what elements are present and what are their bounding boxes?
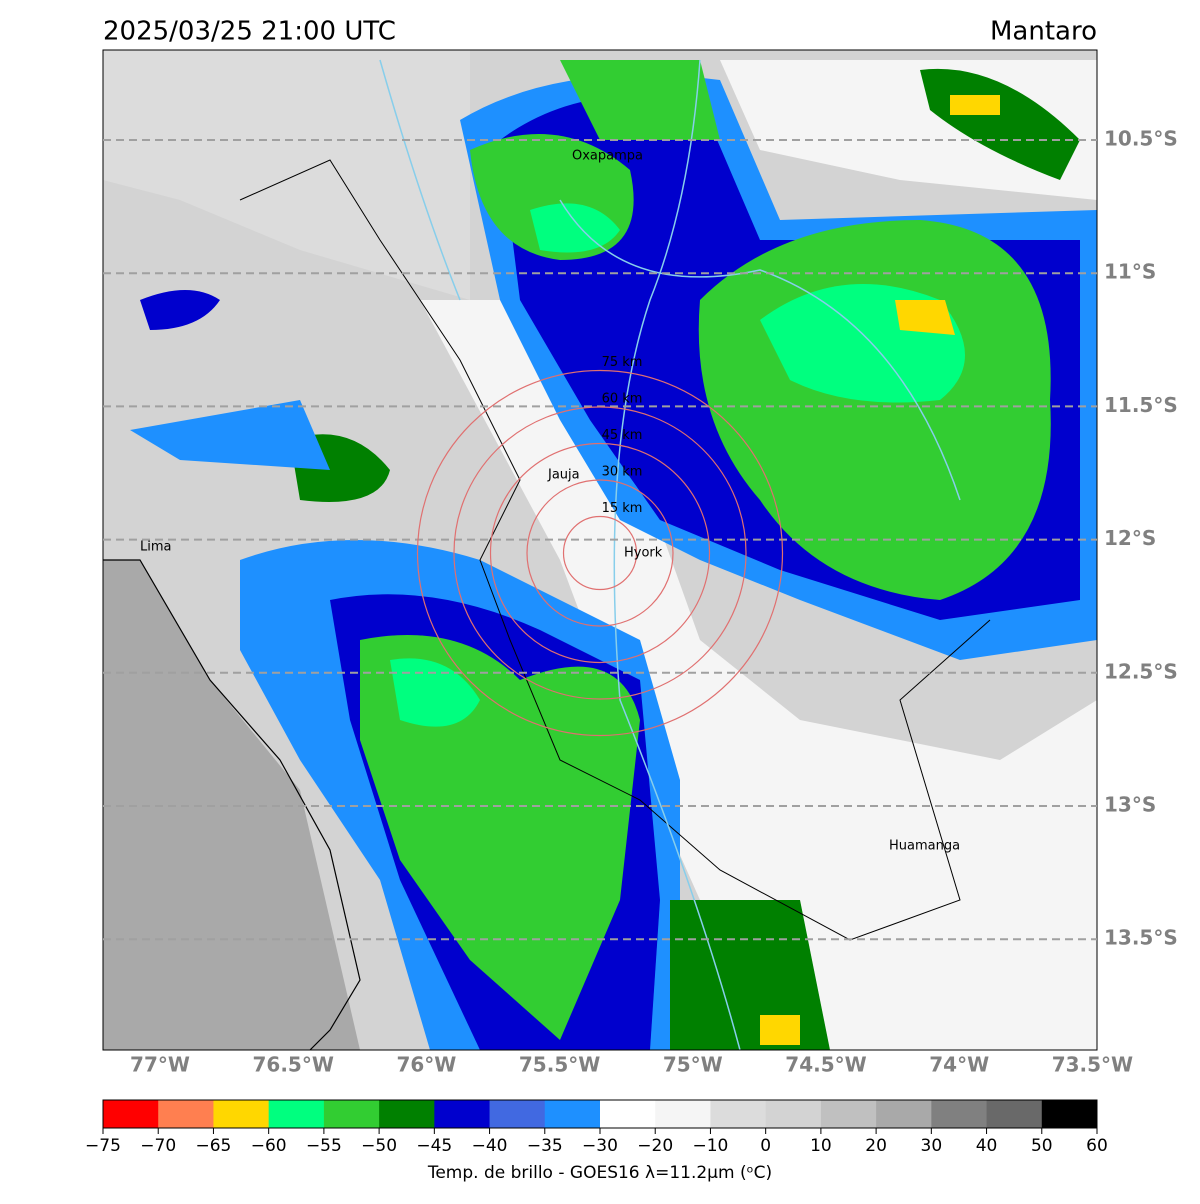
colorbar-tick-label: −75 [85,1136,121,1156]
colorbar-segment [213,1100,270,1128]
lat-label: 13.5°S [1104,926,1178,950]
lon-label: 75.5°W [519,1053,600,1077]
ring-label: 75 km [602,355,643,370]
region-title: Mantaro [990,17,1097,47]
map-frame [102,49,1098,1051]
lat-label: 11.5°S [1104,393,1178,417]
colorbar-segment [434,1100,491,1128]
place-label: Jauja [547,468,580,483]
place-label: Hyork [624,546,663,561]
satellite-image [103,50,1097,1050]
lat-label: 11°S [1104,260,1156,284]
colorbar-tick-label: −70 [140,1136,176,1156]
overlay: 10.5°S 11°S 11.5°S 12°S 12.5°S 13°S 13.5°S 77°W… [85,127,1178,1184]
lon-label: 74.5°W [785,1053,866,1077]
colorbar-tick-label: 40 [976,1136,998,1156]
colorbar-tick-label: 20 [865,1136,887,1156]
lon-label: 75°W [663,1053,723,1077]
colorbar-tick-label: −35 [527,1136,563,1156]
lon-label: 73.5°W [1052,1053,1133,1077]
range-ring [526,479,674,627]
colorbar-segment [103,1100,159,1128]
range-ring [416,369,784,737]
colorbar-tick-label: −30 [582,1136,618,1156]
place-label: Huamanga [889,839,960,854]
lon-label: 74°W [929,1053,989,1077]
place-label: Oxapampa [572,149,643,164]
colorbar-tick-label: −45 [416,1136,452,1156]
ring-label: 30 km [602,465,643,480]
colorbar-tick-label: 10 [810,1136,832,1156]
colorbar-tick-label: −50 [361,1136,397,1156]
colorbar-segment [765,1100,822,1128]
colorbar-tick-label: −60 [251,1136,287,1156]
ring-label: 45 km [602,428,643,443]
colorbar-label: Temp. de brillo - GOES16 λ=11.2μm (ᵒC) [427,1163,772,1183]
title: 2025/03/25 21:00 UTC [103,17,396,47]
colorbar-segment [489,1100,546,1128]
colorbar-segment [820,1100,877,1128]
lat-label: 12°S [1104,526,1156,550]
lat-label: 12.5°S [1104,659,1178,683]
ring-label: 60 km [602,392,643,407]
colorbar-segment [1041,1100,1098,1128]
range-ring [489,442,711,664]
place-label: Lima [140,540,171,555]
colorbar-tick-label: −20 [637,1136,673,1156]
colorbar-segment [655,1100,711,1128]
colorbar-segment [158,1100,214,1128]
lat-label: 10.5°S [1104,127,1178,151]
colorbar-segment [544,1100,601,1128]
range-ring [562,515,638,591]
colorbar-tick-label: −55 [306,1136,342,1156]
colorbar-tick-label: 0 [760,1136,771,1156]
lon-label: 77°W [130,1053,190,1077]
colorbar-segment [600,1100,656,1128]
colorbar-segment [268,1100,325,1128]
colorbar-segment [986,1100,1043,1128]
colorbar-segment [931,1100,988,1128]
colorbar-tick-label: −40 [472,1136,508,1156]
colorbar-tick-label: −10 [692,1136,728,1156]
lon-label: 76.5°W [252,1053,333,1077]
colorbar-tick-label: −65 [195,1136,231,1156]
colorbar-tick-label: 50 [1031,1136,1053,1156]
colorbar-segment [379,1100,435,1128]
ring-label: 15 km [602,501,643,516]
colorbar-tick-label: 30 [921,1136,943,1156]
range-ring [453,406,747,700]
colorbar-segment [323,1100,380,1128]
lat-label: 13°S [1104,793,1156,817]
colorbar-segment [876,1100,932,1128]
colorbar-tick-label: 60 [1086,1136,1108,1156]
colorbar-segment [710,1100,767,1128]
lon-label: 76°W [396,1053,456,1077]
